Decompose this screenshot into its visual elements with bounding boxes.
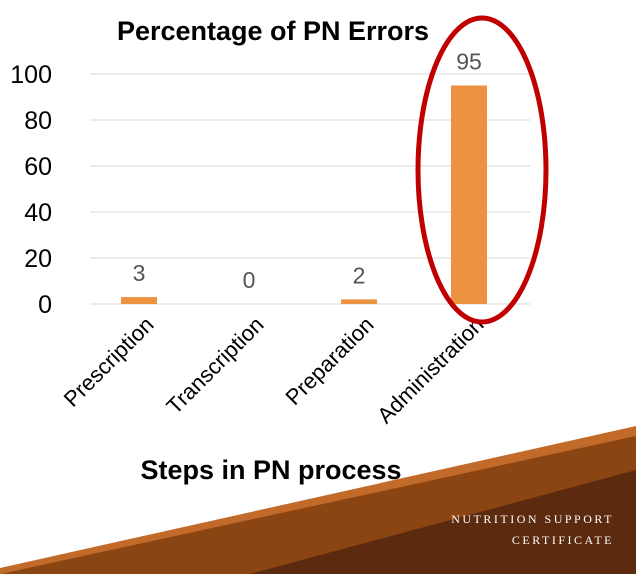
y-tick-label: 80 <box>24 107 52 135</box>
y-tick-label: 40 <box>24 199 52 227</box>
footer-brand: NUTRITION SUPPORT CERTIFICATE <box>451 512 614 548</box>
chart-title: Percentage of PN Errors <box>117 16 429 46</box>
banner-light-stripe <box>0 426 636 574</box>
y-tick-label: 0 <box>38 291 52 319</box>
data-label-prescription: 3 <box>133 260 146 286</box>
decorative-banner <box>0 426 636 574</box>
banner-dark-band <box>250 470 636 574</box>
y-tick-label: 20 <box>24 245 52 273</box>
data-label-preparation: 2 <box>353 262 366 288</box>
footer-line-1: NUTRITION SUPPORT <box>451 512 614 526</box>
highlight-ellipse <box>415 15 549 325</box>
data-label-administration: 95 <box>456 49 482 75</box>
y-tick-label: 60 <box>24 153 52 181</box>
data-labels: 3 0 2 95 <box>133 49 482 294</box>
y-axis-ticks: 0 20 40 60 80 100 <box>10 61 52 319</box>
x-tick-label-preparation: Preparation <box>280 312 378 410</box>
x-axis-label: Steps in PN process <box>140 455 401 485</box>
bar-preparation <box>341 299 377 304</box>
x-axis-ticks: Prescription Transcription PreparationAdmi… <box>59 312 489 428</box>
bar-administration <box>451 85 487 304</box>
footer-line-2: CERTIFICATE <box>511 533 614 547</box>
x-tick-label-transcription: Transcription <box>162 312 269 419</box>
y-tick-label: 100 <box>10 61 52 89</box>
bars <box>121 85 487 304</box>
x-tick-label-administration: Administration <box>372 312 488 428</box>
bar-prescription <box>121 297 157 304</box>
data-label-transcription: 0 <box>243 267 256 293</box>
x-tick-label-prescription: Prescription <box>59 312 159 412</box>
